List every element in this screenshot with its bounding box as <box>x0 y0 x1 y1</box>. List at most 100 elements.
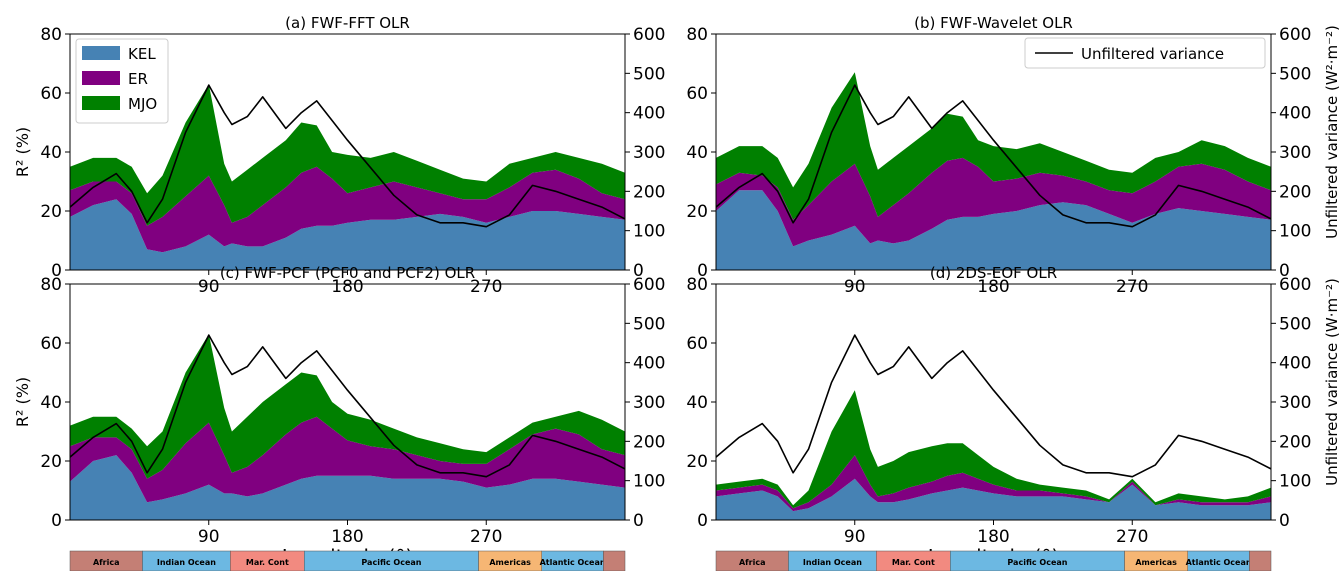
x-tick-label: 270 <box>1116 527 1148 547</box>
y2-tick-label: 300 <box>633 393 665 413</box>
er-area <box>70 166 625 253</box>
legend-label: Unfiltered variance <box>1081 45 1224 63</box>
y-tick-label: 80 <box>686 25 708 45</box>
mjo-area <box>716 390 1271 509</box>
unfiltered-variance-line <box>69 84 626 228</box>
er-area <box>716 455 1271 512</box>
kel-area <box>70 455 625 520</box>
region-block <box>603 550 626 571</box>
y2-tick-label: 500 <box>1279 314 1311 334</box>
y2-tick-label: 100 <box>633 222 665 242</box>
x-tick-label: 90 <box>844 277 866 297</box>
y2-axis-label: Unfiltered variance (W·m⁻²) <box>1323 278 1341 486</box>
x-tick-label: 180 <box>977 527 1009 547</box>
region-label: Pacific Ocean <box>1007 558 1067 567</box>
y2-tick-label: 0 <box>1279 511 1290 531</box>
y2-tick-label: 200 <box>633 182 665 202</box>
y2-axis-label: Unfiltered variance (W²·m⁻²) <box>1323 25 1341 239</box>
x-tick-label: 90 <box>844 527 866 547</box>
x-tick-label: 90 <box>198 527 220 547</box>
y2-tick-label: 100 <box>1279 472 1311 492</box>
y-tick-label: 0 <box>697 511 708 531</box>
y-tick-label: 20 <box>40 202 62 222</box>
x-tick-label: 90 <box>198 277 220 297</box>
region-label: Indian Ocean <box>157 558 216 567</box>
er-area <box>70 416 625 503</box>
mjo-area <box>716 72 1271 220</box>
x-tick-label: 180 <box>331 527 363 547</box>
y-tick-label: 80 <box>40 275 62 295</box>
panel-title: (a) FWF-FFT OLR <box>285 14 410 32</box>
y2-tick-label: 100 <box>1279 222 1311 242</box>
legend-swatch-mjo <box>82 96 120 110</box>
kel-area <box>716 190 1271 270</box>
x-tick-label: 270 <box>470 277 502 297</box>
region-label: Indian Ocean <box>803 558 862 567</box>
unfiltered-variance-line <box>715 84 1272 228</box>
kel-area <box>70 199 625 270</box>
y-tick-label: 0 <box>697 261 708 281</box>
unfiltered-variance-line <box>69 334 626 478</box>
y2-tick-label: 200 <box>1279 432 1311 452</box>
region-label: Atlantic Ocean <box>540 558 606 567</box>
kel-area <box>716 478 1271 520</box>
y2-tick-label: 100 <box>633 472 665 492</box>
legend-swatch-er <box>82 71 120 85</box>
x-tick-label: 270 <box>470 527 502 547</box>
y2-tick-label: 300 <box>633 143 665 163</box>
region-label: Africa <box>93 558 120 567</box>
y2-tick-label: 600 <box>633 25 665 45</box>
region-bar: Africa Indian Ocean Mar. Cont Pacific Ocean… <box>69 550 626 571</box>
y2-tick-label: 500 <box>633 64 665 84</box>
y2-tick-label: 300 <box>1279 393 1311 413</box>
legend-label: KEL <box>128 45 156 63</box>
y2-tick-label: 600 <box>1279 25 1311 45</box>
legend-box <box>1024 37 1266 69</box>
region-bar: Africa Indian Ocean Mar. Cont Pacific Ocean… <box>715 550 1272 571</box>
y-tick-label: 80 <box>40 25 62 45</box>
region-label: Americas <box>489 558 531 567</box>
region-label: Americas <box>1135 558 1177 567</box>
y-tick-label: 40 <box>40 143 62 163</box>
legend-label: ER <box>128 70 148 88</box>
y2-tick-label: 400 <box>1279 354 1311 374</box>
er-area <box>716 157 1271 247</box>
y-tick-label: 20 <box>686 202 708 222</box>
region-block <box>1249 550 1272 571</box>
region-label: Mar. Cont <box>246 558 289 567</box>
y2-tick-label: 0 <box>633 511 644 531</box>
y-tick-label: 0 <box>51 261 62 281</box>
x-tick-label: 270 <box>1116 277 1148 297</box>
y2-tick-label: 400 <box>633 104 665 124</box>
y2-tick-label: 400 <box>633 354 665 374</box>
y2-tick-label: 400 <box>1279 104 1311 124</box>
mjo-area <box>70 84 625 226</box>
y2-tick-label: 600 <box>1279 275 1311 295</box>
y-tick-label: 40 <box>686 393 708 413</box>
region-label: Africa <box>739 558 766 567</box>
y2-tick-label: 200 <box>1279 182 1311 202</box>
x-tick-label: 180 <box>331 277 363 297</box>
y2-tick-label: 500 <box>633 314 665 334</box>
y-tick-label: 60 <box>686 84 708 104</box>
y2-tick-label: 300 <box>1279 143 1311 163</box>
y-axis-label: R² (%) <box>13 127 32 177</box>
y-tick-label: 40 <box>686 143 708 163</box>
legend: Unfiltered variance <box>1024 37 1266 69</box>
y-tick-label: 0 <box>51 511 62 531</box>
y-tick-label: 20 <box>40 452 62 472</box>
y-tick-label: 60 <box>40 334 62 354</box>
y-tick-label: 20 <box>686 452 708 472</box>
unfiltered-variance-line <box>715 334 1272 478</box>
y2-tick-label: 500 <box>1279 64 1311 84</box>
legend: KEL ER MJO <box>75 38 169 124</box>
mjo-area <box>70 334 625 479</box>
region-label: Atlantic Ocean <box>1186 558 1252 567</box>
y-tick-label: 60 <box>686 334 708 354</box>
panel-title: (c) FWF-PCF (PCF0 and PCF2) OLR <box>220 264 475 282</box>
